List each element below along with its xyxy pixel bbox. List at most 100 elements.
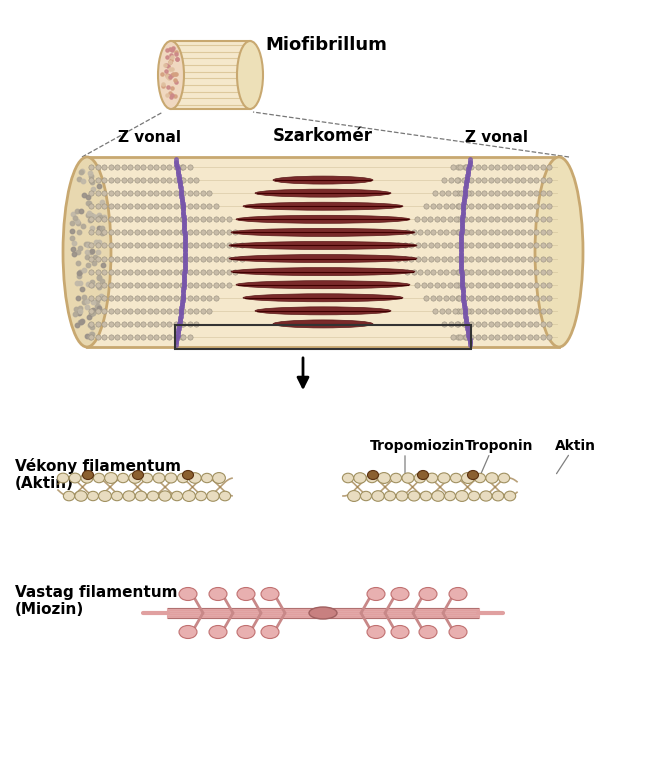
Ellipse shape — [94, 473, 105, 483]
Ellipse shape — [87, 491, 98, 501]
Ellipse shape — [99, 490, 111, 502]
Ellipse shape — [426, 473, 438, 483]
Ellipse shape — [202, 473, 213, 483]
Ellipse shape — [391, 625, 409, 638]
Ellipse shape — [367, 587, 385, 600]
Ellipse shape — [378, 472, 390, 484]
Text: Troponin: Troponin — [465, 439, 534, 453]
Ellipse shape — [475, 473, 486, 483]
Ellipse shape — [179, 587, 197, 600]
Ellipse shape — [207, 490, 219, 501]
Ellipse shape — [63, 157, 111, 347]
Ellipse shape — [123, 491, 135, 501]
Ellipse shape — [419, 625, 437, 638]
Ellipse shape — [141, 473, 152, 483]
Ellipse shape — [159, 491, 171, 501]
Ellipse shape — [237, 625, 255, 638]
Ellipse shape — [414, 473, 426, 483]
Ellipse shape — [417, 471, 428, 480]
Ellipse shape — [132, 471, 143, 480]
Ellipse shape — [236, 215, 410, 224]
Ellipse shape — [165, 473, 177, 483]
Ellipse shape — [158, 41, 184, 109]
Ellipse shape — [372, 490, 384, 501]
Ellipse shape — [179, 625, 197, 638]
Ellipse shape — [231, 228, 415, 236]
Bar — [175, 325, 471, 349]
Ellipse shape — [402, 473, 414, 483]
Text: Miofibrillum: Miofibrillum — [265, 36, 387, 54]
Ellipse shape — [255, 307, 391, 315]
Ellipse shape — [129, 473, 141, 484]
Ellipse shape — [354, 473, 366, 484]
Ellipse shape — [432, 490, 444, 501]
Ellipse shape — [396, 491, 408, 501]
Ellipse shape — [391, 587, 409, 600]
Ellipse shape — [209, 625, 227, 638]
Ellipse shape — [449, 587, 467, 600]
Ellipse shape — [505, 491, 516, 501]
Ellipse shape — [255, 190, 391, 197]
Ellipse shape — [438, 473, 450, 483]
Ellipse shape — [468, 491, 479, 501]
Ellipse shape — [81, 473, 93, 483]
Ellipse shape — [236, 280, 410, 289]
Ellipse shape — [69, 473, 81, 483]
Ellipse shape — [449, 625, 467, 638]
Ellipse shape — [183, 471, 194, 480]
Ellipse shape — [367, 625, 385, 638]
FancyBboxPatch shape — [171, 41, 250, 109]
Ellipse shape — [243, 294, 403, 302]
Ellipse shape — [229, 255, 417, 262]
Ellipse shape — [366, 473, 377, 483]
Ellipse shape — [220, 491, 231, 501]
Ellipse shape — [57, 473, 68, 483]
Ellipse shape — [498, 473, 510, 483]
Ellipse shape — [135, 491, 147, 501]
Ellipse shape — [261, 587, 279, 600]
Text: Aktin: Aktin — [555, 439, 596, 453]
Ellipse shape — [273, 176, 373, 184]
Ellipse shape — [178, 473, 189, 483]
Ellipse shape — [309, 607, 337, 619]
Ellipse shape — [273, 320, 373, 328]
Ellipse shape — [492, 491, 504, 501]
Ellipse shape — [480, 491, 492, 501]
Text: Tropomiozin: Tropomiozin — [370, 439, 465, 453]
Ellipse shape — [444, 491, 455, 501]
Text: Z vonal: Z vonal — [465, 130, 528, 145]
Ellipse shape — [213, 472, 225, 484]
Text: Szarkomér: Szarkomér — [273, 127, 373, 145]
Ellipse shape — [153, 473, 165, 483]
Text: Vékony filamentum
(Aktin): Vékony filamentum (Aktin) — [15, 458, 181, 491]
Ellipse shape — [348, 490, 360, 502]
Ellipse shape — [196, 491, 207, 501]
Ellipse shape — [421, 491, 432, 501]
Ellipse shape — [468, 471, 479, 480]
Ellipse shape — [231, 268, 415, 276]
Ellipse shape — [243, 202, 403, 210]
Ellipse shape — [390, 473, 402, 483]
Ellipse shape — [486, 473, 498, 484]
Ellipse shape — [535, 157, 583, 347]
Ellipse shape — [408, 491, 420, 501]
Ellipse shape — [171, 491, 183, 501]
Ellipse shape — [209, 587, 227, 600]
Ellipse shape — [112, 491, 123, 501]
Ellipse shape — [189, 473, 201, 484]
Ellipse shape — [419, 587, 437, 600]
Ellipse shape — [147, 491, 159, 501]
Ellipse shape — [455, 490, 468, 501]
FancyBboxPatch shape — [87, 157, 559, 347]
Ellipse shape — [450, 473, 461, 483]
Ellipse shape — [237, 41, 263, 109]
Ellipse shape — [461, 472, 474, 484]
Ellipse shape — [75, 490, 87, 501]
Ellipse shape — [229, 242, 417, 249]
Ellipse shape — [384, 491, 395, 501]
Ellipse shape — [183, 490, 195, 502]
Ellipse shape — [368, 471, 379, 480]
Ellipse shape — [237, 587, 255, 600]
Ellipse shape — [63, 491, 75, 501]
Ellipse shape — [118, 473, 129, 483]
